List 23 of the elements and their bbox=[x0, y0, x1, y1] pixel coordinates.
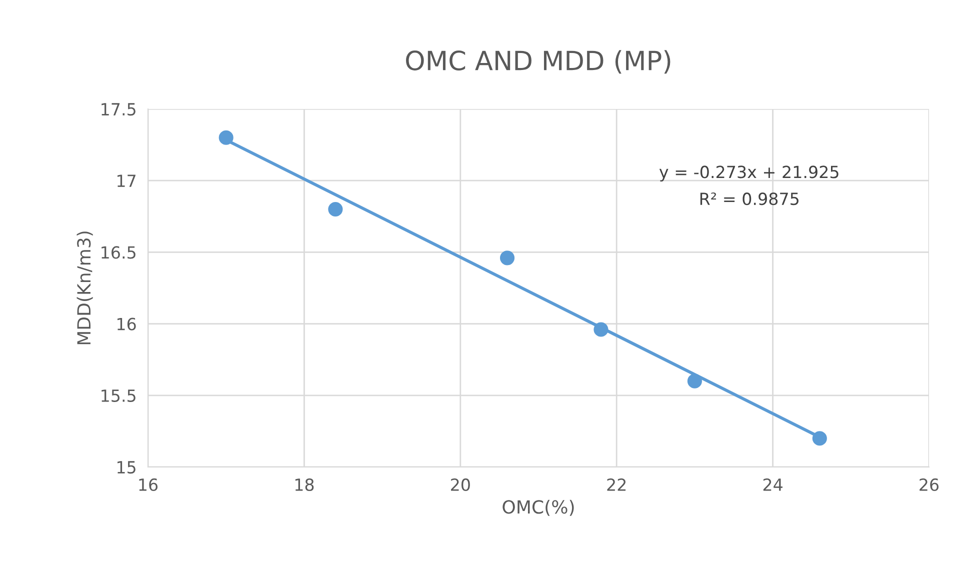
point bbox=[812, 431, 827, 446]
y-tick-label: 16.5 bbox=[102, 246, 136, 259]
y-tick-label: 17 bbox=[118, 174, 136, 187]
x-tick-label: 16 bbox=[139, 478, 158, 492]
x-tick-label: 18 bbox=[295, 478, 314, 492]
y-tick-label: 16 bbox=[118, 318, 136, 330]
point bbox=[687, 374, 702, 388]
point bbox=[328, 202, 343, 217]
point bbox=[218, 130, 234, 145]
y-tick-label: 17.5 bbox=[102, 103, 136, 116]
y-axis-title: MDD(Kn/m3) bbox=[76, 232, 93, 344]
annotation: y = -0.273x + 21.925 bbox=[659, 166, 838, 182]
y-tick-label: 15 bbox=[118, 461, 136, 474]
chart-title: OMC AND MDD (MP) bbox=[406, 50, 670, 74]
annotation: R² = 0.9875 bbox=[700, 192, 798, 206]
x-tick-label: 26 bbox=[920, 478, 939, 492]
x-tick-label: 22 bbox=[607, 478, 626, 491]
x-tick-label: 20 bbox=[451, 478, 470, 492]
point bbox=[500, 250, 515, 266]
y-tick-label: 15.5 bbox=[102, 390, 136, 402]
x-axis-title: OMC(%) bbox=[502, 500, 574, 516]
point bbox=[594, 322, 608, 337]
x-tick-label: 24 bbox=[763, 478, 782, 491]
